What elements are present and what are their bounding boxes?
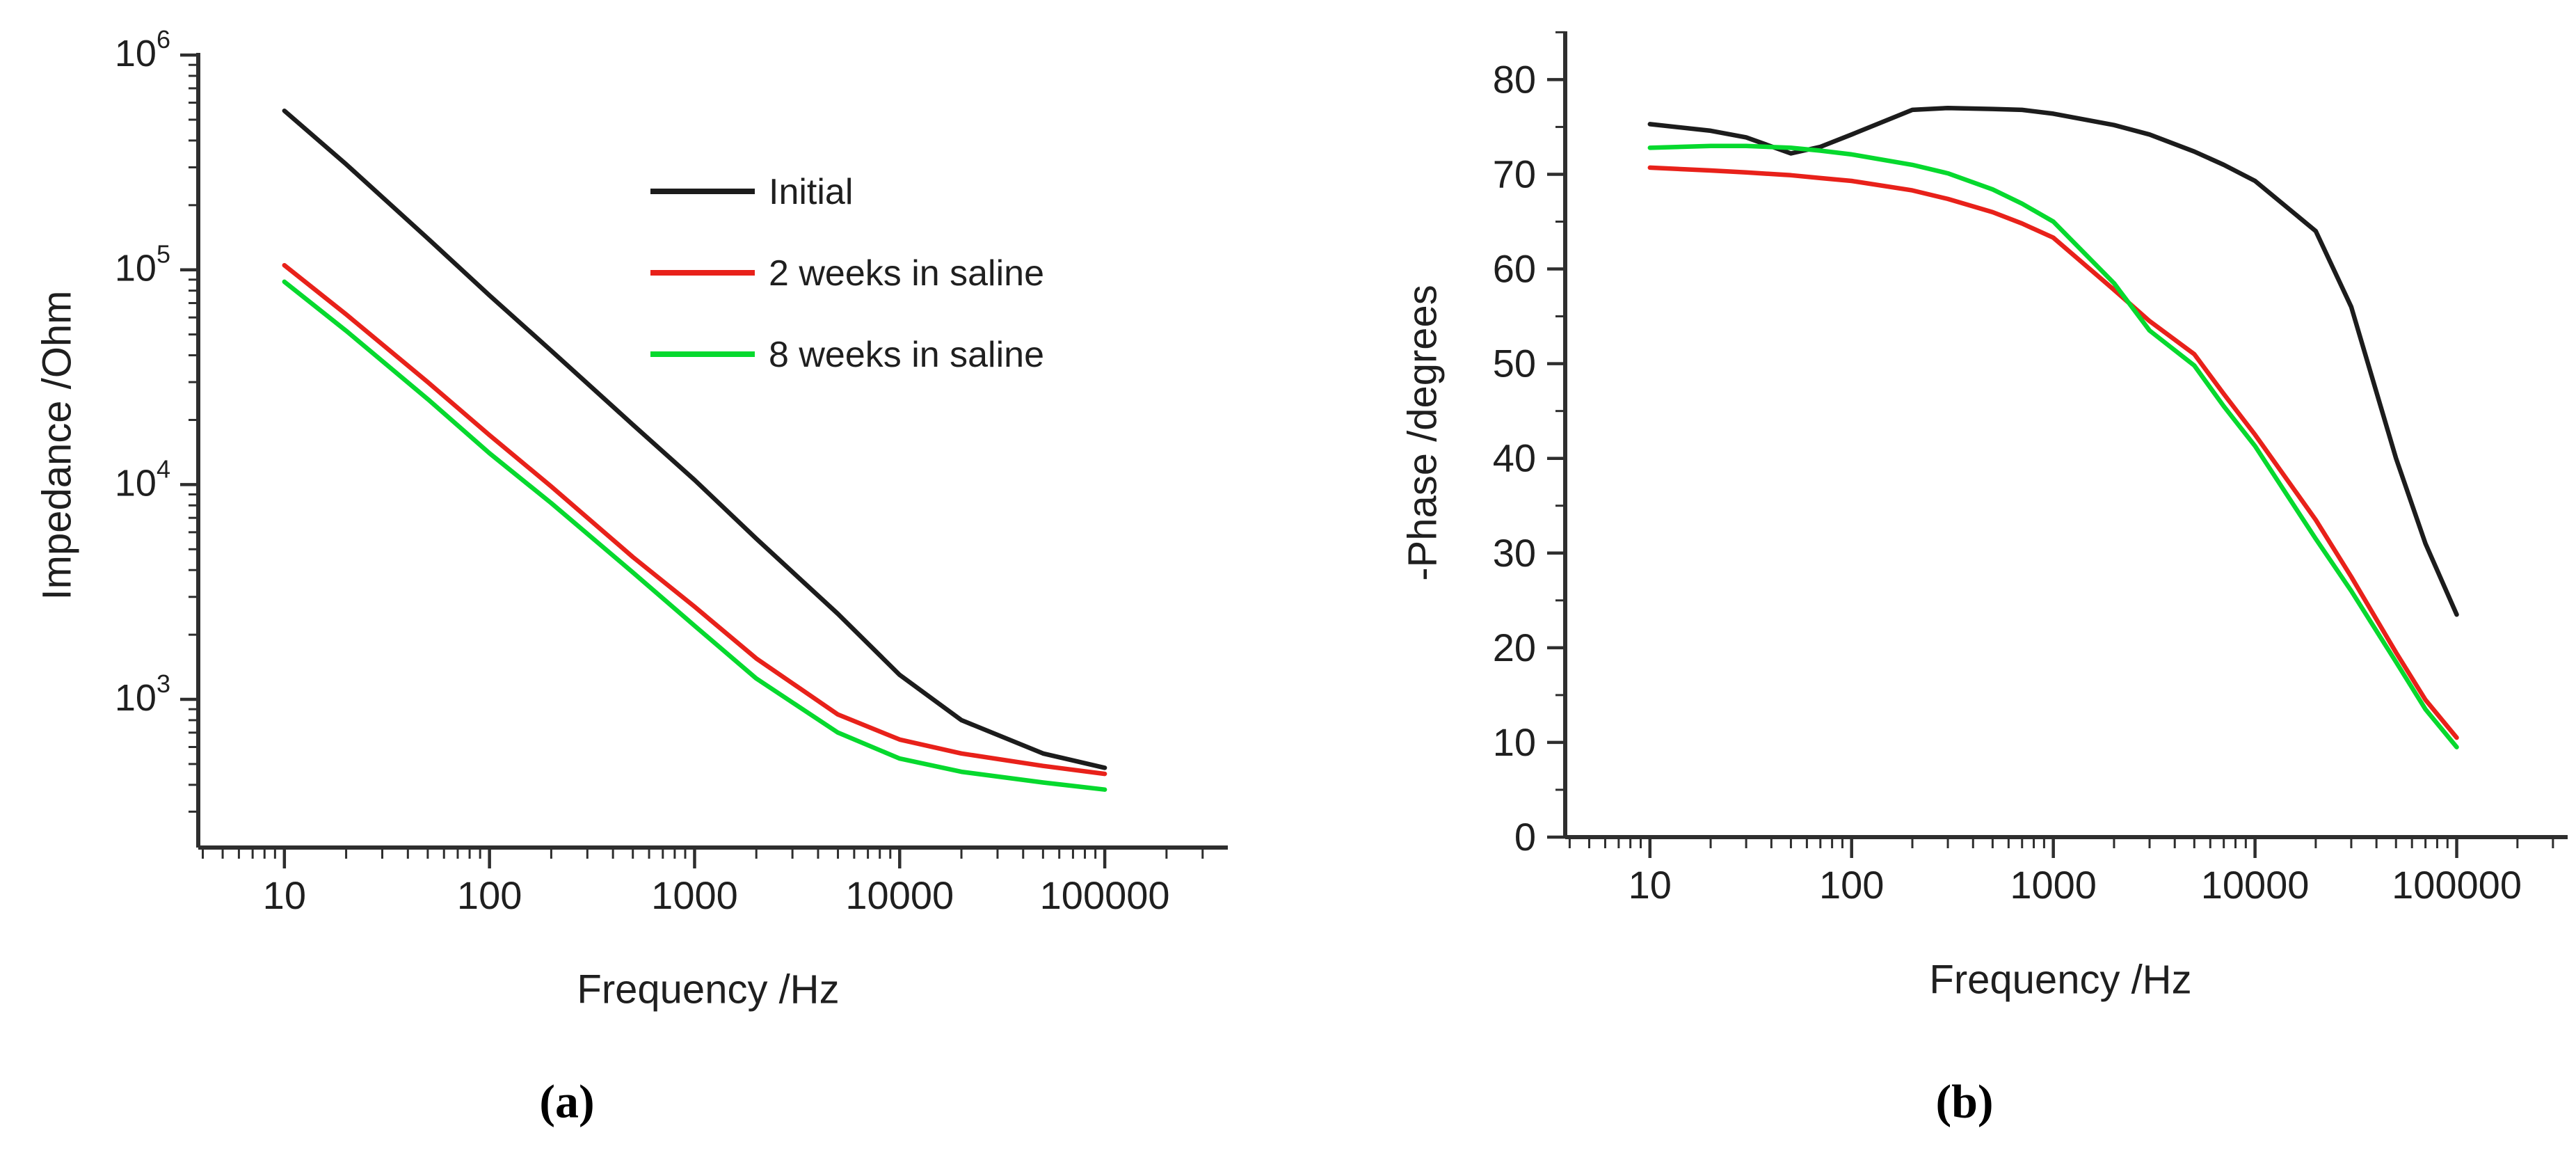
x-tick-label: 10000 (2201, 863, 2310, 907)
series-line-8-weeks-in-saline (1647, 143, 2459, 749)
legend-label-1: Initial (769, 172, 853, 212)
y-tick-label: 30 (1493, 531, 1536, 575)
panel-b-y-axis-title: -Phase /degrees (1400, 285, 1446, 581)
y-tick-label: 20 (1493, 626, 1536, 669)
x-tick-label: 100000 (1040, 873, 1170, 917)
legend-label-3: 8 weeks in saline (769, 335, 1044, 375)
panel-b-caption: (b) (1935, 1074, 1994, 1128)
y-tick-label: 103 (115, 669, 170, 719)
x-tick-label: 1000 (651, 873, 738, 917)
panel-b-x-axis-title: Frequency /Hz (1929, 957, 2192, 1003)
x-tick-label: 100 (1819, 863, 1884, 907)
y-tick-label: 105 (115, 240, 170, 289)
series-line-initial (282, 108, 1107, 770)
x-tick-label: 10000 (845, 873, 954, 917)
series-line-initial (1647, 105, 2459, 617)
y-tick-label: 60 (1493, 247, 1536, 291)
y-tick-label: 50 (1493, 342, 1536, 386)
series-line-2-weeks-in-saline (282, 262, 1107, 777)
legend-label-2: 2 weeks in saline (769, 253, 1044, 294)
y-tick-label: 104 (115, 454, 170, 504)
panel-a-y-axis-title: Impedance /Ohm (34, 290, 80, 601)
series-line-8-weeks-in-saline (282, 279, 1107, 792)
x-tick-label: 10 (1629, 863, 1672, 907)
series-line-2-weeks-in-saline (1647, 165, 2459, 740)
y-tick-label: 40 (1493, 436, 1536, 480)
y-tick-label: 0 (1514, 815, 1536, 859)
x-tick-label: 1000 (2010, 863, 2097, 907)
panel-a-caption: (a) (539, 1074, 595, 1128)
x-tick-label: 10 (263, 873, 306, 917)
x-tick-label: 100000 (2392, 863, 2522, 907)
panel-a-x-axis-title: Frequency /Hz (577, 967, 840, 1012)
x-tick-label: 100 (457, 873, 522, 917)
y-tick-label: 106 (115, 25, 170, 74)
y-tick-label: 80 (1493, 57, 1536, 101)
y-tick-label: 70 (1493, 152, 1536, 196)
y-tick-label: 10 (1493, 720, 1536, 764)
